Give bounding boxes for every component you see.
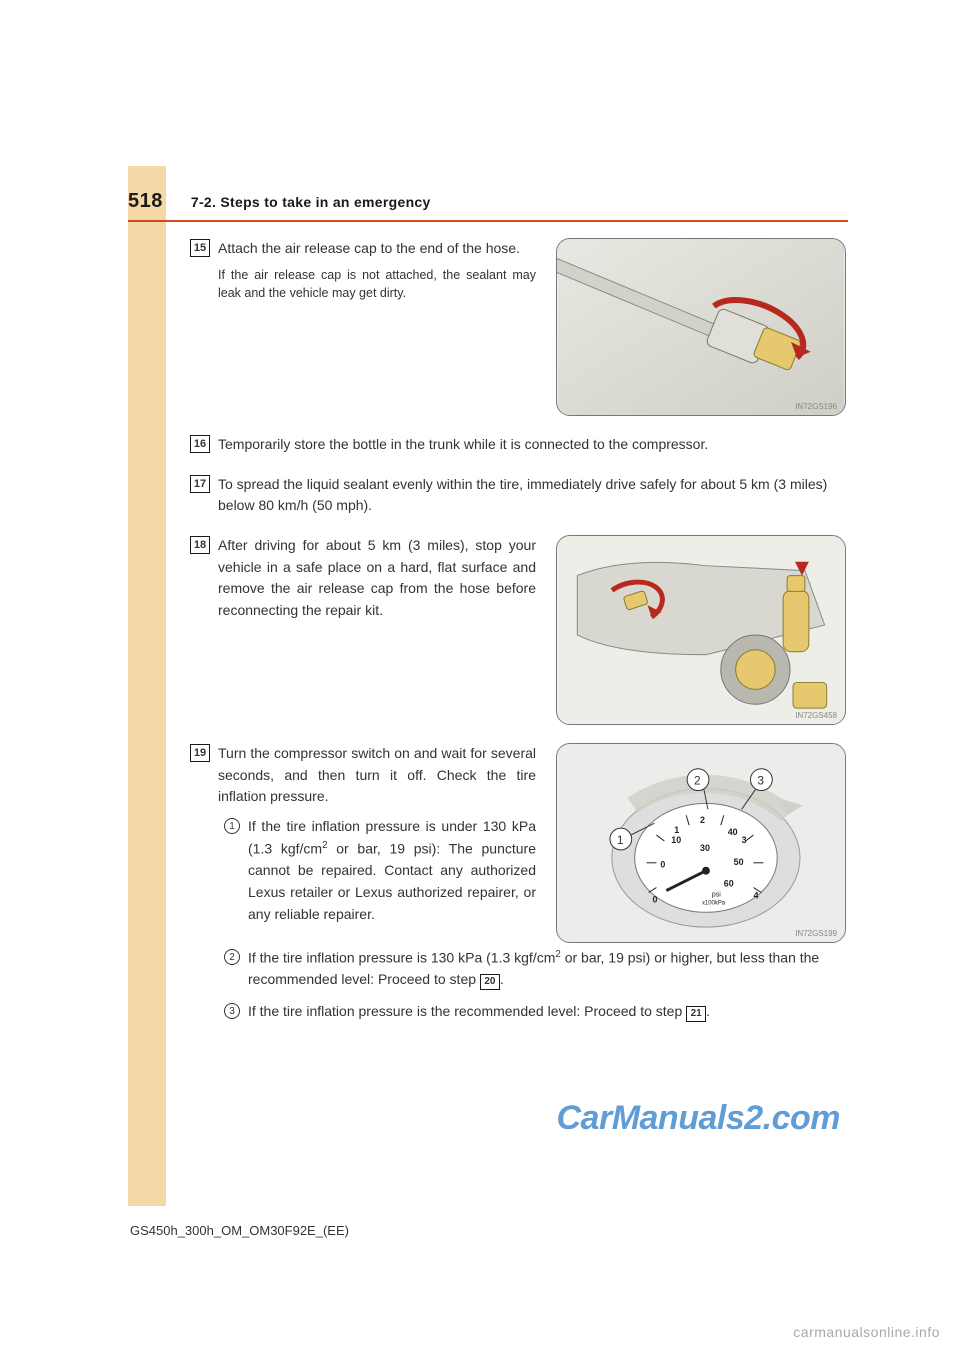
step-text: Temporarily store the bottle in the trun… (218, 434, 846, 456)
svg-text:x100kPa: x100kPa (702, 900, 726, 906)
header-divider (128, 220, 848, 222)
step-number: 19 (190, 744, 210, 762)
svg-text:1: 1 (674, 825, 679, 835)
svg-text:50: 50 (734, 857, 744, 867)
svg-text:psi: psi (712, 892, 721, 899)
image-caption: IN72GS458 (795, 711, 837, 720)
step-text: To spread the liquid sealant evenly with… (218, 474, 846, 517)
step-text: After driving for about 5 km (3 miles), … (218, 535, 536, 622)
illustration-hose-cap: IN72GS196 (556, 238, 846, 416)
circled-1-icon: 1 (224, 818, 240, 834)
step-text: Turn the compressor switch on and wait f… (218, 743, 536, 808)
step-number: 17 (190, 475, 210, 493)
illustration-pressure-gauge: 0 0 10 1 2 30 40 3 50 60 4 psi x100kPa (556, 743, 846, 943)
step-19: 19 Turn the compressor switch on and wai… (190, 743, 846, 1033)
svg-text:1: 1 (617, 833, 624, 847)
footer-code: GS450h_300h_OM_OM30F92E_(EE) (130, 1223, 349, 1238)
step-ref-20: 20 (480, 974, 500, 990)
step-15: 15 Attach the air release cap to the end… (190, 238, 846, 416)
step-note: If the air release cap is not attached, … (218, 266, 536, 304)
sub-item-1: 1 If the tire inflation pressure is unde… (224, 816, 536, 925)
step-number: 15 (190, 239, 210, 257)
image-caption: IN72GS196 (795, 402, 837, 411)
svg-text:10: 10 (671, 835, 681, 845)
bottom-brand: carmanualsonline.info (793, 1324, 940, 1340)
svg-text:4: 4 (753, 891, 758, 901)
step-18: 18 After driving for about 5 km (3 miles… (190, 535, 846, 725)
svg-text:0: 0 (652, 894, 657, 904)
step-number: 16 (190, 435, 210, 453)
sub-item-text: If the tire inflation pressure is under … (248, 816, 536, 925)
sub-item-text: If the tire inflation pressure is the re… (248, 1001, 710, 1023)
svg-text:3: 3 (757, 774, 764, 788)
section-title: 7-2. Steps to take in an emergency (191, 194, 431, 210)
sub-item-2: 2 If the tire inflation pressure is 130 … (224, 947, 846, 991)
illustration-reconnect-kit: IN72GS458 (556, 535, 846, 725)
image-caption: IN72GS199 (795, 929, 837, 938)
circled-2-icon: 2 (224, 949, 240, 965)
side-tab (128, 166, 166, 1206)
step-17: 17 To spread the liquid sealant evenly w… (190, 474, 846, 517)
sub-item-3: 3 If the tire inflation pressure is the … (224, 1001, 846, 1023)
step-number: 18 (190, 536, 210, 554)
step-16: 16 Temporarily store the bottle in the t… (190, 434, 846, 456)
step-text: Attach the air release cap to the end of… (218, 238, 536, 260)
svg-text:2: 2 (694, 774, 701, 788)
svg-text:60: 60 (724, 879, 734, 889)
sub-item-text: If the tire inflation pressure is 130 kP… (248, 947, 846, 991)
page-header: 518 7-2. Steps to take in an emergency (128, 190, 848, 213)
watermark: CarManuals2.com (557, 1099, 841, 1138)
step-ref-21: 21 (686, 1006, 706, 1022)
page-number: 518 (128, 190, 163, 213)
svg-text:40: 40 (728, 827, 738, 837)
svg-text:2: 2 (700, 815, 705, 825)
circled-3-icon: 3 (224, 1003, 240, 1019)
svg-text:30: 30 (700, 843, 710, 853)
content-area: 15 Attach the air release cap to the end… (190, 238, 846, 1051)
svg-text:3: 3 (742, 835, 747, 845)
svg-text:0: 0 (660, 860, 665, 870)
